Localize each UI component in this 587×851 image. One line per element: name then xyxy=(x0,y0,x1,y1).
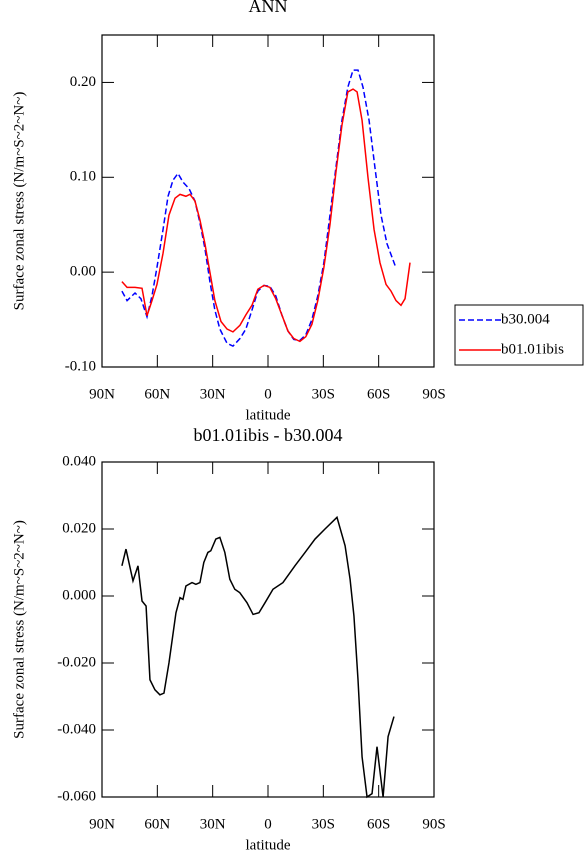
legend-label: b01.01ibis xyxy=(501,341,564,357)
legend-box xyxy=(454,304,584,366)
legend: b30.004 b01.01ibis xyxy=(454,304,584,366)
x-axis-label: latitude xyxy=(246,837,291,851)
plot-frame xyxy=(101,461,435,798)
y-axis-label: Surface zonal stress (N/m~S~2~N~) xyxy=(11,520,27,739)
y-tick-label: -0.10 xyxy=(65,358,96,374)
x-axis-label: latitude xyxy=(246,407,291,423)
y-tick-label: -0.060 xyxy=(57,788,96,804)
chart-title: ANN xyxy=(249,0,288,16)
x-tick-label: 60N xyxy=(144,386,170,402)
y-tick-label: 0.20 xyxy=(70,74,96,90)
x-tick-label: 60N xyxy=(144,816,170,832)
x-tick-label: 0 xyxy=(264,386,272,402)
y-tick-label: -0.020 xyxy=(57,654,96,670)
x-tick-label: 90N xyxy=(89,816,115,832)
x-tick-label: 90S xyxy=(422,386,445,402)
y-tick-label: 0.00 xyxy=(70,264,96,280)
plot-frame xyxy=(101,34,435,368)
x-tick-label: 0 xyxy=(264,816,272,832)
y-tick-label: 0.040 xyxy=(62,453,96,469)
x-tick-label: 60S xyxy=(367,386,390,402)
y-tick-label: 0.10 xyxy=(70,169,96,185)
chart-title: b01.01ibis - b30.004 xyxy=(193,425,342,445)
data-line xyxy=(121,515,395,799)
y-tick-label: 0.000 xyxy=(62,587,96,603)
legend-label: b30.004 xyxy=(501,311,550,327)
x-tick-label: 30S xyxy=(312,816,335,832)
y-tick-label: 0.020 xyxy=(62,520,96,536)
x-tick-label: 60S xyxy=(367,816,390,832)
x-tick-label: 30N xyxy=(200,386,226,402)
x-tick-label: 90S xyxy=(422,816,445,832)
y-axis-label: Surface zonal stress (N/m~S~2~N~) xyxy=(11,92,27,311)
x-tick-label: 30S xyxy=(312,386,335,402)
x-tick-label: 90N xyxy=(89,386,115,402)
data-line xyxy=(121,88,411,343)
x-tick-label: 30N xyxy=(200,816,226,832)
y-tick-label: -0.040 xyxy=(57,721,96,737)
data-line xyxy=(121,69,396,348)
